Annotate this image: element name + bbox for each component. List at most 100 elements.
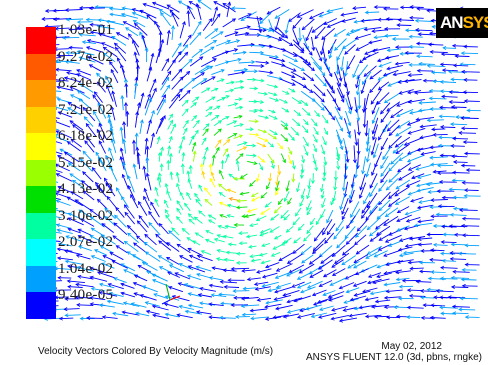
vector-arrowhead [226,139,231,143]
velocity-vector [312,289,327,296]
vector-arrowhead [205,230,210,234]
vector-arrowhead [422,303,427,308]
vector-arrowhead [429,107,434,112]
vector-arrowhead [452,269,457,274]
velocity-vector [222,3,236,13]
vector-arrowhead [291,74,296,79]
vector-arrowhead [196,273,201,277]
velocity-vector [281,71,295,78]
vector-arrowhead [430,70,436,75]
vector-arrowhead [95,151,100,156]
vector-arrowhead [264,203,269,208]
vector-arrowhead [75,266,81,270]
vector-arrowhead [181,135,186,140]
vector-arrowhead [141,285,147,290]
vector-arrowhead [72,124,77,129]
vector-arrowhead [353,293,358,297]
vector-arrowhead [386,66,391,71]
velocity-vector [293,109,301,116]
vector-arrowhead [121,6,126,11]
vector-arrowhead [147,93,151,98]
legend-label: 1.03e-01 [58,22,114,38]
velocity-vector [233,51,247,55]
vector-arrowhead [272,315,277,320]
velocity-vector [266,299,283,304]
vector-arrowhead [152,78,157,83]
velocity-vector [138,215,149,228]
velocity-vector [286,268,302,277]
vector-arrowhead [179,191,184,196]
vector-arrowhead [55,130,60,134]
velocity-vector [430,317,446,319]
velocity-vector [241,269,256,272]
velocity-vector [79,83,94,93]
vector-arrowhead [65,51,70,55]
velocity-vector [315,47,323,62]
velocity-vector [410,196,424,202]
vector-arrowhead [396,259,401,264]
velocity-vector [218,225,227,229]
velocity-vector [200,58,217,67]
velocity-vector [332,244,346,257]
vector-arrowhead [114,214,119,219]
velocity-vector [255,61,269,64]
vector-arrowhead [119,155,124,161]
vector-arrowhead [380,179,385,184]
vector-arrowhead [63,151,68,156]
velocity-vector [109,61,119,74]
velocity-vector [127,175,135,193]
velocity-vector [339,317,357,322]
vector-arrowhead [461,216,466,221]
vector-arrowhead [67,227,72,232]
velocity-vector [133,242,147,253]
vector-arrowhead [70,94,75,98]
velocity-vector [77,50,95,56]
vector-arrowhead [362,289,367,293]
velocity-vector [87,39,104,45]
velocity-vector [375,218,390,230]
velocity-vector [327,19,344,28]
vector-arrowhead [133,51,138,56]
vector-arrowhead [156,176,161,181]
velocity-vector [145,301,161,307]
velocity-vector [380,110,390,123]
vector-arrowhead [225,250,230,255]
vector-arrowhead [85,46,91,50]
vector-arrowhead [264,138,269,142]
velocity-vector [82,190,95,201]
velocity-vector [86,46,104,53]
vector-arrowhead [419,124,424,129]
vector-arrowhead [78,245,83,250]
vector-arrowhead [273,209,278,214]
vector-arrowhead [398,90,403,95]
vector-arrowhead [439,276,444,281]
vector-arrowhead [277,171,282,176]
vector-arrowhead [296,122,301,127]
velocity-vector [96,129,105,143]
vector-arrowhead [90,255,95,259]
vector-arrowhead [406,288,411,293]
velocity-vector [255,79,264,82]
velocity-vector [57,229,73,235]
vector-arrowhead [182,20,186,26]
vector-arrowhead [101,42,106,46]
velocity-vector [283,313,300,318]
velocity-vector [260,207,271,215]
vector-arrowhead [238,134,244,139]
vector-arrowhead [377,76,382,81]
velocity-vector [406,180,421,187]
vector-arrowhead [431,127,436,132]
vector-arrowhead [310,314,315,319]
vector-arrowhead [214,6,219,11]
vector-arrowhead [121,195,125,201]
vector-arrowhead [98,303,104,308]
vector-arrowhead [262,143,267,148]
vector-arrowhead [356,131,361,136]
vector-arrowhead [220,301,225,306]
vector-arrowhead [195,119,200,124]
velocity-vector [366,145,371,162]
vector-arrowhead [460,223,465,228]
vector-arrowhead [417,175,422,179]
vector-arrowhead [164,312,169,317]
vector-arrowhead [291,284,296,288]
